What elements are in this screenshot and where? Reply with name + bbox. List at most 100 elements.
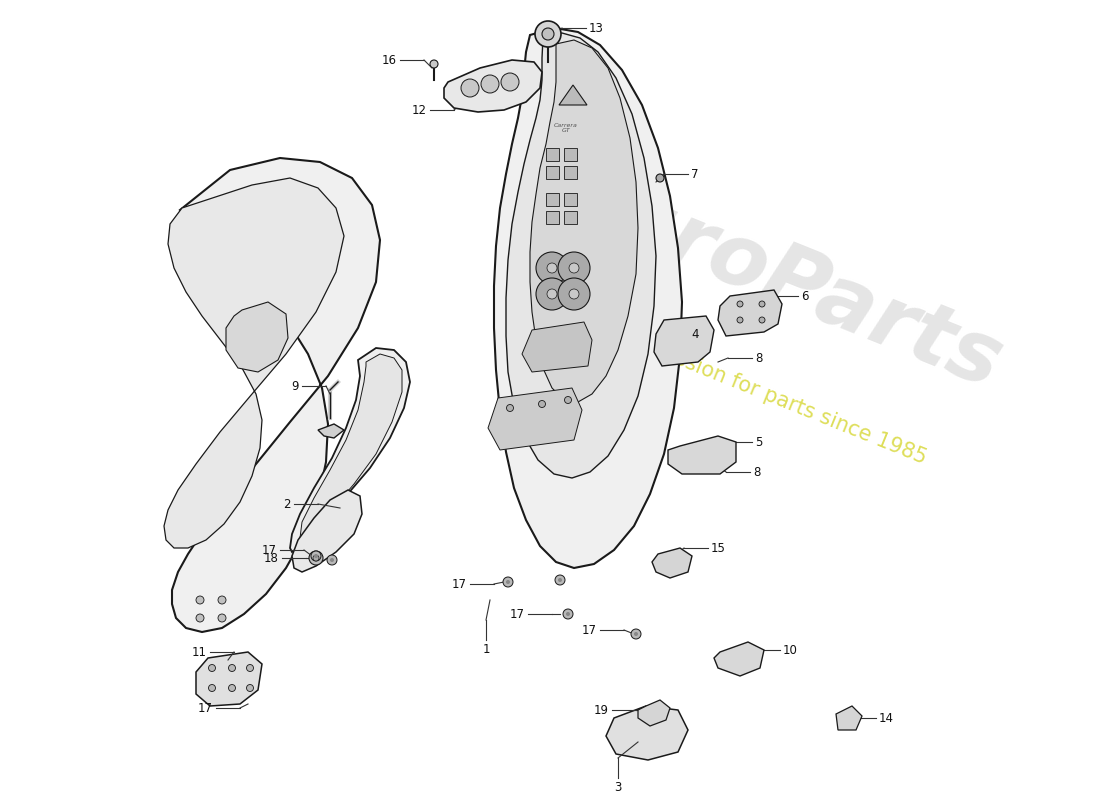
Circle shape (563, 609, 573, 619)
Polygon shape (444, 60, 542, 112)
Circle shape (327, 555, 337, 565)
Text: 17: 17 (198, 702, 213, 714)
Text: 6: 6 (801, 290, 808, 302)
Circle shape (556, 575, 565, 585)
Polygon shape (318, 424, 344, 438)
Polygon shape (606, 706, 688, 760)
Circle shape (209, 665, 216, 671)
Text: 17: 17 (582, 623, 597, 637)
Circle shape (737, 301, 742, 307)
Polygon shape (652, 548, 692, 578)
Text: 3: 3 (614, 781, 622, 794)
Polygon shape (506, 33, 656, 478)
Circle shape (218, 596, 226, 604)
Text: 13: 13 (588, 22, 604, 34)
Text: 8: 8 (755, 351, 762, 365)
Circle shape (759, 301, 764, 307)
Bar (546, 211, 559, 224)
Circle shape (314, 555, 319, 561)
Text: Carrera
GT: Carrera GT (554, 122, 578, 134)
Circle shape (500, 73, 519, 91)
Circle shape (558, 578, 562, 582)
Bar (546, 148, 559, 161)
Text: 17: 17 (510, 607, 525, 621)
Text: 18: 18 (264, 551, 279, 565)
Text: 7: 7 (691, 167, 698, 181)
Circle shape (246, 665, 253, 671)
Circle shape (569, 263, 579, 273)
Text: 8: 8 (754, 466, 760, 478)
Circle shape (536, 278, 568, 310)
Text: 5: 5 (755, 435, 762, 449)
Bar (564, 148, 578, 161)
Polygon shape (488, 388, 582, 450)
Circle shape (542, 28, 554, 40)
Circle shape (506, 405, 514, 411)
Circle shape (209, 685, 216, 691)
Circle shape (309, 551, 323, 565)
Text: 17: 17 (452, 578, 468, 590)
Circle shape (503, 577, 513, 587)
Polygon shape (292, 490, 362, 572)
Circle shape (218, 614, 226, 622)
Text: 14: 14 (879, 711, 894, 725)
Polygon shape (654, 316, 714, 366)
Polygon shape (836, 706, 862, 730)
Circle shape (229, 665, 235, 671)
Bar (564, 193, 578, 206)
Bar (546, 166, 559, 179)
Circle shape (430, 60, 438, 68)
Circle shape (566, 612, 570, 616)
Circle shape (535, 21, 561, 47)
Text: 1: 1 (482, 643, 490, 656)
Text: 15: 15 (711, 542, 726, 554)
Circle shape (569, 289, 579, 299)
Polygon shape (530, 40, 638, 402)
Polygon shape (290, 348, 410, 552)
Text: euroParts: euroParts (546, 153, 1014, 407)
Circle shape (196, 614, 204, 622)
Circle shape (634, 632, 638, 636)
Bar (564, 211, 578, 224)
Circle shape (547, 289, 557, 299)
Polygon shape (196, 652, 262, 706)
Circle shape (481, 75, 499, 93)
Circle shape (737, 317, 742, 323)
Circle shape (564, 397, 572, 403)
Circle shape (314, 554, 318, 558)
Polygon shape (668, 436, 736, 474)
Circle shape (558, 252, 590, 284)
Polygon shape (494, 28, 682, 568)
Text: 2: 2 (284, 498, 292, 510)
Polygon shape (164, 178, 344, 548)
Polygon shape (718, 290, 782, 336)
Text: 16: 16 (382, 54, 397, 66)
Polygon shape (226, 302, 288, 372)
Circle shape (461, 79, 478, 97)
Polygon shape (300, 354, 402, 544)
Circle shape (506, 580, 510, 584)
Text: 17: 17 (262, 543, 277, 557)
Text: 10: 10 (783, 643, 798, 657)
Circle shape (246, 685, 253, 691)
Bar (564, 166, 578, 179)
Text: a passion for parts since 1985: a passion for parts since 1985 (630, 332, 930, 468)
Polygon shape (172, 158, 380, 632)
Circle shape (558, 278, 590, 310)
Polygon shape (714, 642, 764, 676)
Text: 11: 11 (192, 646, 207, 658)
Circle shape (539, 401, 546, 407)
Polygon shape (559, 85, 587, 105)
Circle shape (311, 551, 321, 561)
Bar (546, 193, 559, 206)
Polygon shape (638, 700, 670, 726)
Circle shape (759, 317, 764, 323)
Circle shape (330, 558, 334, 562)
Circle shape (196, 596, 204, 604)
Polygon shape (522, 322, 592, 372)
Circle shape (536, 252, 568, 284)
Circle shape (547, 263, 557, 273)
Text: 9: 9 (292, 379, 299, 393)
Circle shape (631, 629, 641, 639)
Circle shape (229, 685, 235, 691)
